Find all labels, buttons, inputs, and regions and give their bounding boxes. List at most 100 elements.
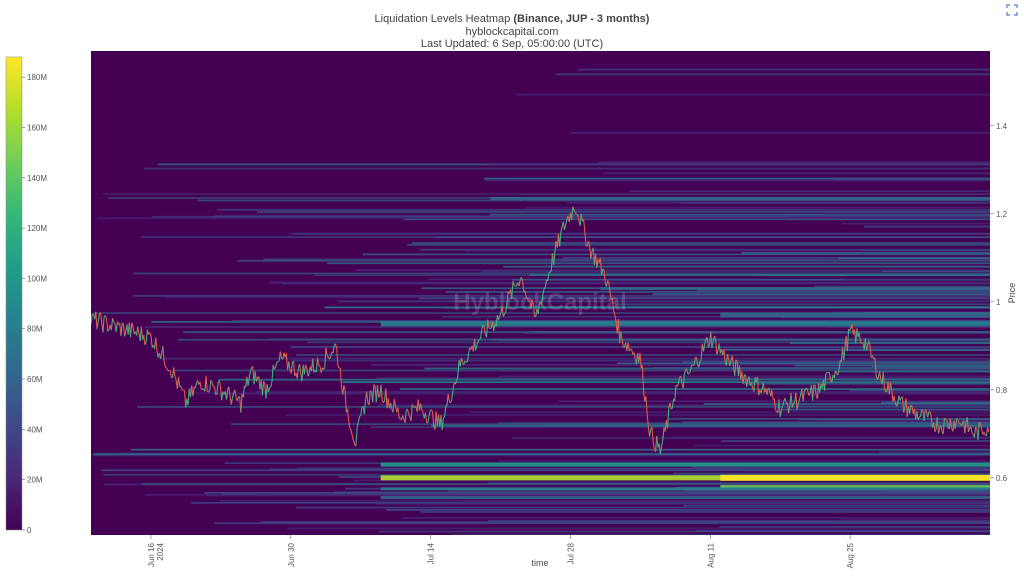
price-segment bbox=[208, 390, 211, 393]
price-segment bbox=[746, 378, 749, 387]
price-segment bbox=[927, 411, 930, 418]
expand-icon[interactable] bbox=[1006, 4, 1018, 16]
price-segment bbox=[275, 362, 278, 368]
price-segment bbox=[893, 395, 896, 404]
price-segment bbox=[958, 422, 961, 425]
liquidation-band bbox=[220, 499, 990, 502]
liquidation-band bbox=[406, 244, 990, 246]
liquidation-band bbox=[789, 215, 990, 218]
price-segment bbox=[901, 396, 905, 413]
price-segment bbox=[861, 342, 864, 345]
liquidation-band bbox=[629, 190, 990, 193]
price-segment bbox=[96, 321, 99, 330]
price-segment bbox=[91, 313, 93, 324]
price-segment bbox=[726, 354, 730, 361]
price-segment bbox=[945, 419, 948, 421]
price-segment bbox=[402, 415, 405, 420]
price-segment bbox=[276, 361, 279, 363]
price-segment bbox=[849, 327, 852, 332]
price-segment bbox=[424, 412, 428, 423]
price-segment bbox=[454, 380, 458, 385]
price-segment bbox=[689, 364, 693, 372]
price-segment bbox=[775, 409, 778, 412]
liquidation-band bbox=[133, 272, 990, 275]
price-segment bbox=[903, 406, 906, 413]
price-segment bbox=[413, 406, 415, 408]
liquidation-band bbox=[412, 242, 990, 245]
colorbar-tick-label: 60M bbox=[27, 375, 43, 384]
price-segment bbox=[688, 371, 691, 374]
price-segment bbox=[964, 422, 967, 434]
price-segment bbox=[488, 327, 491, 330]
price-segment bbox=[368, 390, 371, 406]
price-segment bbox=[477, 339, 480, 342]
price-segment bbox=[499, 312, 502, 316]
liquidation-band bbox=[158, 357, 990, 360]
price-segment bbox=[113, 321, 116, 325]
liquidation-band bbox=[269, 281, 990, 284]
price-segment bbox=[130, 322, 133, 338]
price-segment bbox=[868, 340, 871, 347]
price-segment bbox=[916, 410, 919, 420]
liquidation-band bbox=[838, 257, 990, 260]
price-segment bbox=[838, 360, 841, 371]
liquidation-band bbox=[378, 530, 990, 533]
liquidation-band bbox=[544, 264, 990, 267]
liquidation-band bbox=[571, 131, 990, 134]
price-segment bbox=[940, 425, 943, 433]
liquidation-band bbox=[144, 167, 990, 170]
price-segment bbox=[620, 331, 623, 339]
price-segment bbox=[376, 385, 380, 398]
price-segment bbox=[687, 372, 690, 375]
price-segment bbox=[390, 402, 393, 410]
liquidation-band bbox=[672, 436, 990, 439]
price-segment bbox=[234, 389, 237, 398]
price-segment bbox=[704, 338, 707, 344]
liquidation-band-strong bbox=[380, 487, 990, 491]
price-segment bbox=[869, 346, 872, 358]
price-segment bbox=[714, 338, 718, 355]
price-segment bbox=[549, 270, 552, 273]
price-segment bbox=[120, 323, 123, 337]
liquidation-band bbox=[849, 389, 990, 392]
liquidation-band bbox=[743, 382, 990, 385]
liquidation-band bbox=[285, 414, 990, 416]
price-segment bbox=[163, 361, 166, 368]
liquidation-band bbox=[190, 501, 990, 504]
price-segment bbox=[834, 370, 838, 374]
colorbar-tick-label: 40M bbox=[27, 425, 43, 434]
x-tick-label: Aug 25 bbox=[846, 542, 855, 568]
price-segment bbox=[512, 280, 515, 286]
x-axis-label: time bbox=[531, 558, 548, 568]
price-segment bbox=[611, 298, 615, 311]
price-segment bbox=[144, 341, 147, 346]
liquidation-band-strong bbox=[720, 485, 990, 489]
price-segment bbox=[406, 408, 410, 415]
liquidation-band bbox=[132, 294, 990, 297]
liquidation-band bbox=[491, 338, 990, 341]
price-segment bbox=[649, 428, 652, 437]
price-segment bbox=[946, 420, 949, 429]
price-segment bbox=[651, 427, 654, 443]
colorbar-tick-label: 140M bbox=[27, 174, 47, 183]
price-segment bbox=[363, 399, 367, 415]
price-segment bbox=[824, 373, 827, 391]
liquidation-band-strong bbox=[720, 474, 990, 481]
liquidation-band bbox=[703, 403, 990, 406]
price-segment bbox=[633, 352, 636, 359]
price-segment bbox=[380, 384, 383, 401]
price-segment bbox=[803, 388, 806, 392]
price-segment bbox=[954, 419, 957, 430]
liquidation-band bbox=[485, 162, 990, 165]
price-segment bbox=[967, 428, 971, 433]
price-segment bbox=[662, 427, 665, 441]
price-segment bbox=[137, 326, 140, 334]
liquidation-band bbox=[515, 93, 990, 96]
price-segment bbox=[164, 366, 167, 369]
price-segment bbox=[645, 396, 648, 415]
price-segment bbox=[802, 391, 805, 402]
price-segment bbox=[428, 410, 431, 417]
price-segment bbox=[699, 359, 702, 363]
price-segment bbox=[305, 364, 308, 368]
price-segment bbox=[572, 206, 575, 211]
